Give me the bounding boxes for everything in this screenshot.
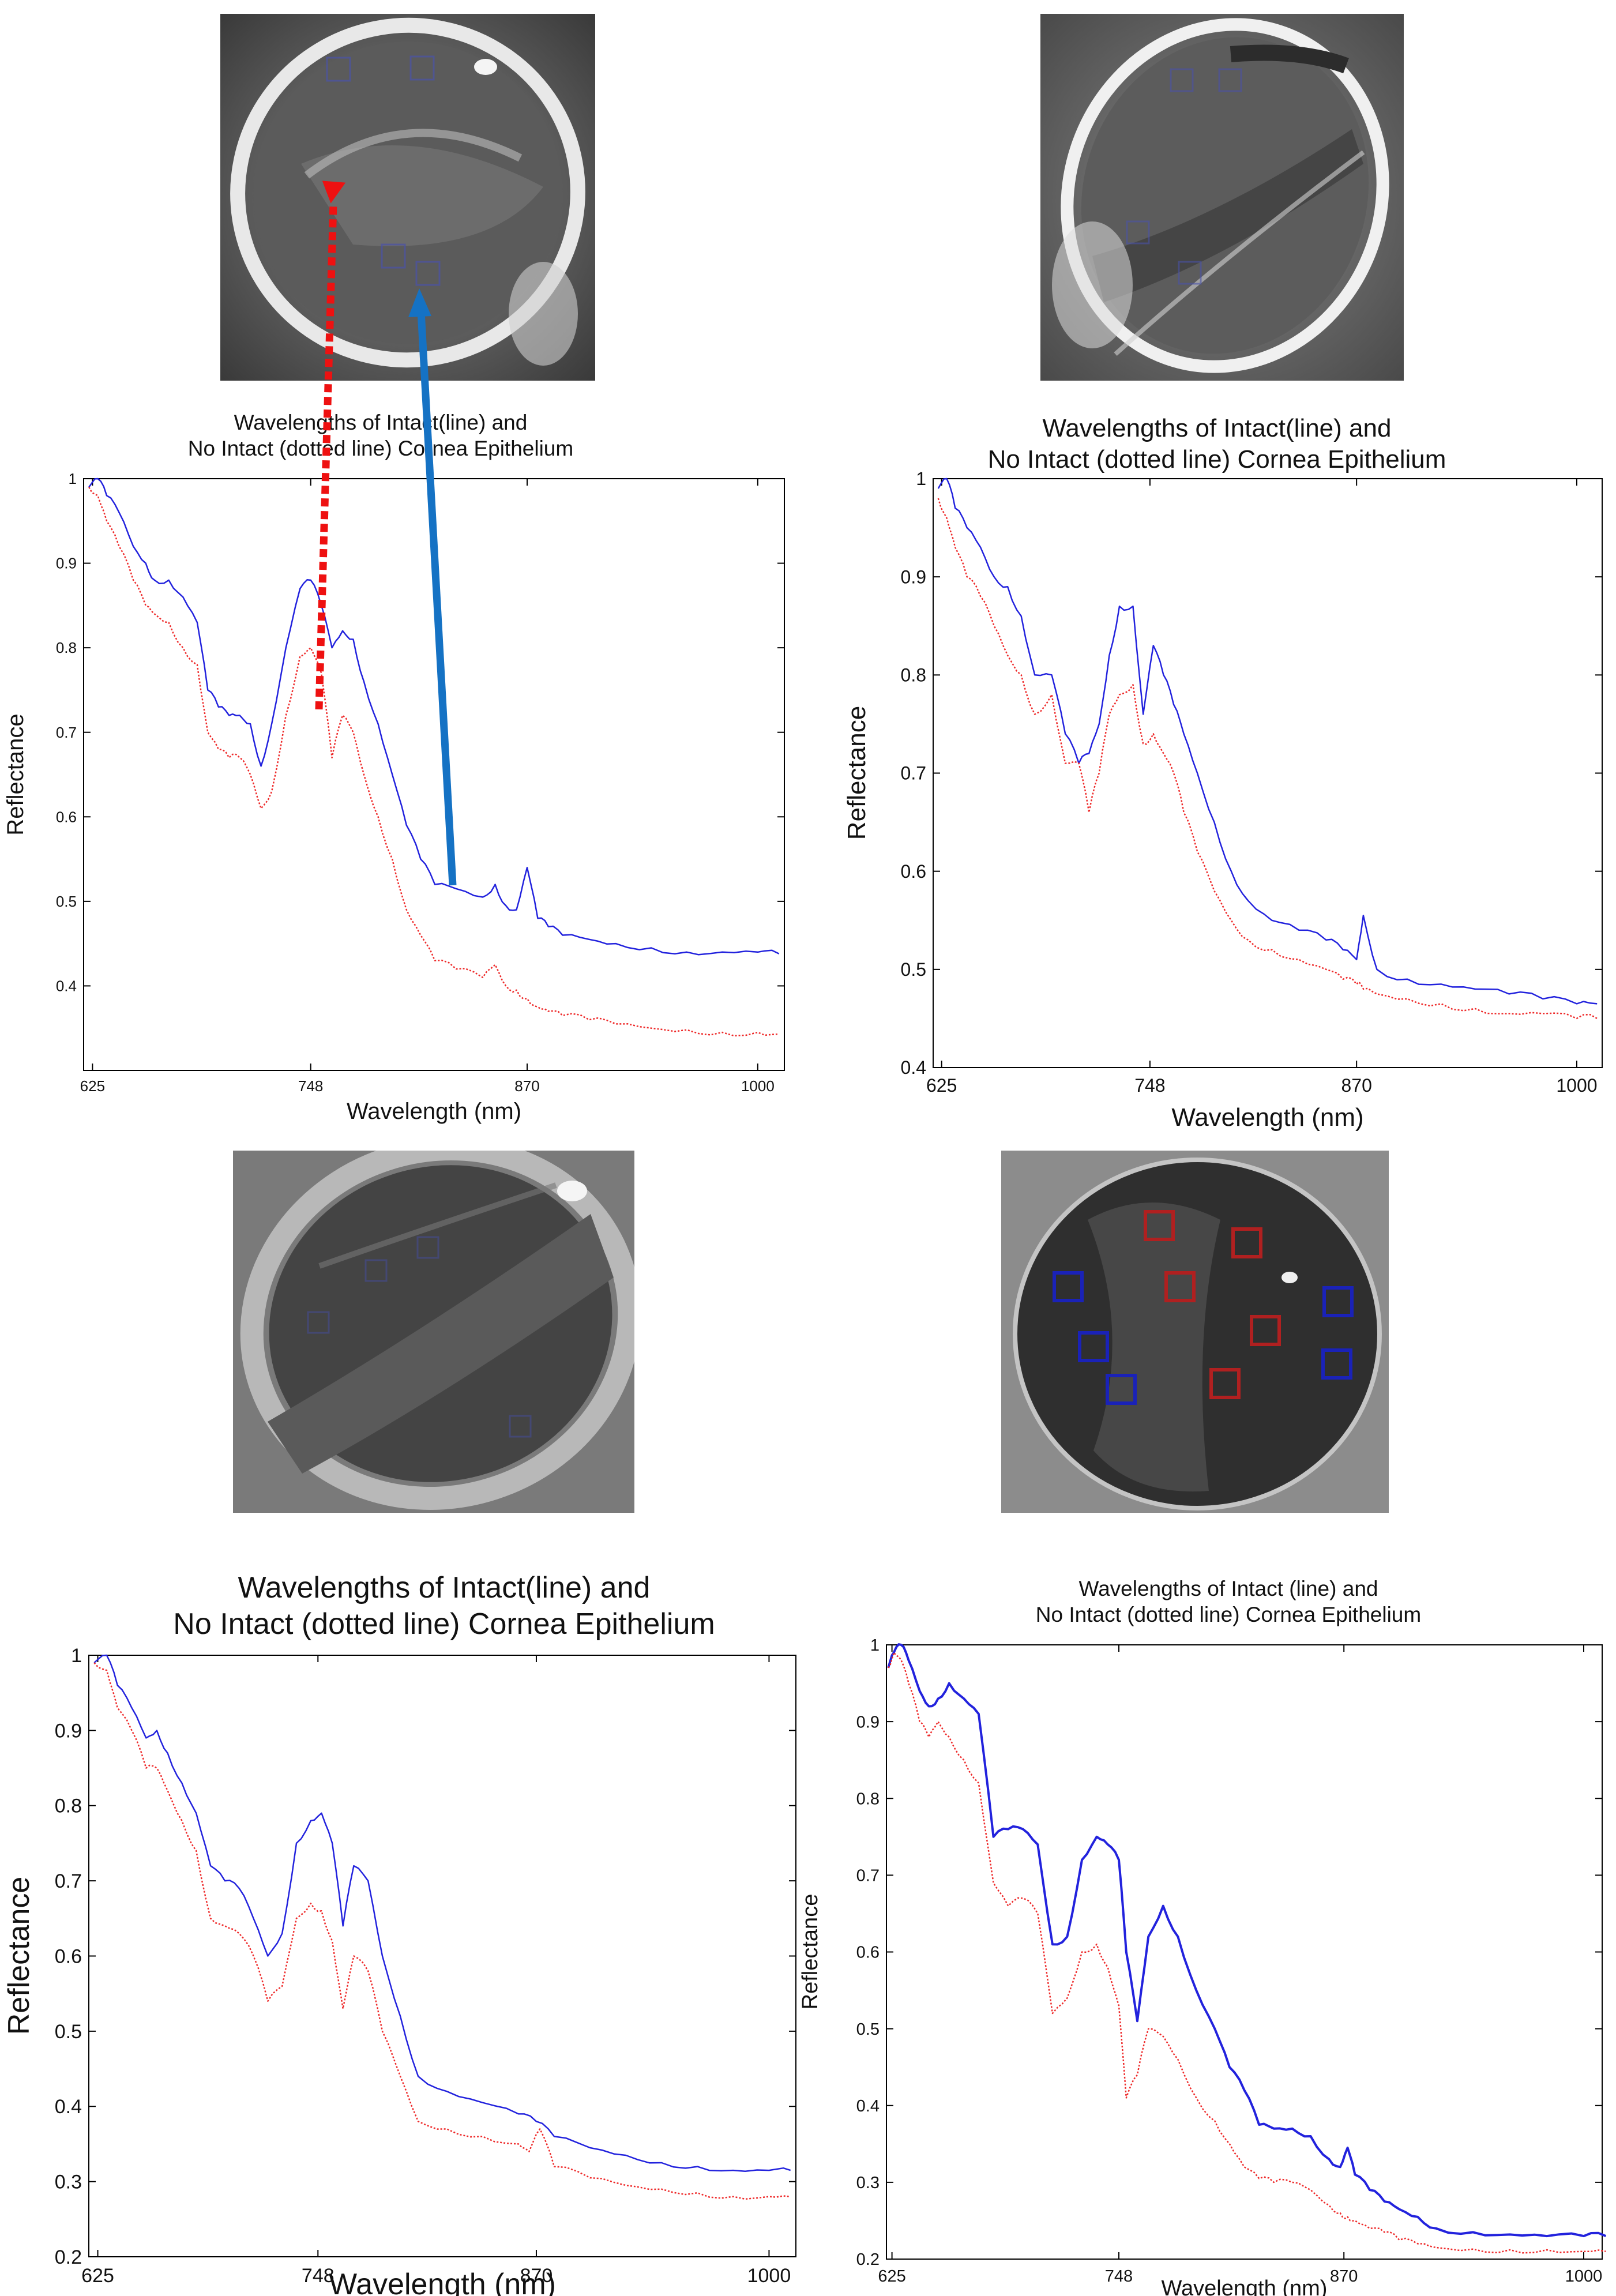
cornea-image-4	[1001, 1151, 1389, 1513]
series-line-intact	[93, 1654, 791, 2172]
y-tick-label: 0.9	[55, 1720, 82, 1742]
y-tick-label: 0.7	[856, 1867, 880, 1885]
x-tick-label: 1000	[741, 1077, 775, 1095]
cornea-image-3	[233, 1151, 634, 1513]
series-line-no-intact	[937, 498, 1598, 1020]
y-tick-label: 0.4	[56, 978, 77, 995]
y-tick-label: 0.3	[55, 2171, 82, 2193]
y-tick-label: 0.5	[55, 2021, 82, 2043]
x-tick-label: 748	[1105, 2267, 1133, 2286]
x-tick-label: 870	[514, 1077, 539, 1095]
cornea-image-2	[1040, 14, 1404, 381]
x-tick-label: 870	[520, 2265, 553, 2287]
y-axis-label: Reflectance	[2, 1877, 36, 2035]
y-tick-label: 1	[69, 470, 77, 487]
y-tick-label: 0.8	[901, 665, 926, 686]
y-tick-label: 1	[870, 1636, 880, 1655]
chart-title: Wavelengths of Intact (line) and No Inta…	[1035, 1577, 1422, 1627]
y-tick-label: 0.6	[56, 808, 77, 825]
y-tick-label: 0.9	[56, 555, 77, 572]
x-tick-label: 748	[302, 2265, 335, 2287]
y-tick-label: 0.9	[856, 1713, 880, 1731]
x-axis-label: Wavelength (nm)	[329, 2268, 556, 2296]
y-tick-label: 0.8	[56, 639, 77, 656]
series-line-no-intact	[88, 487, 779, 1037]
y-tick-label: 0.2	[856, 2250, 880, 2269]
y-tick-label: 1	[71, 1645, 82, 1667]
cornea-image-1	[220, 14, 595, 381]
y-tick-label: 0.7	[901, 763, 926, 784]
y-tick-label: 0.6	[55, 1945, 82, 1967]
chart-title: Wavelengths of Intact(line) and No Intac…	[987, 414, 1446, 474]
x-tick-label: 625	[926, 1075, 957, 1096]
y-tick-label: 0.4	[901, 1057, 926, 1078]
x-tick-label: 1000	[1556, 1075, 1597, 1096]
series-line-intact	[937, 478, 1598, 1005]
y-tick-label: 0.4	[55, 2096, 82, 2118]
y-tick-label: 0.5	[56, 893, 77, 910]
series-line-no-intact	[888, 1652, 1606, 2254]
x-axis-label: Wavelength (nm)	[1171, 1103, 1363, 1132]
y-tick-label: 1	[916, 468, 926, 489]
y-tick-label: 0.8	[856, 1790, 880, 1808]
x-tick-label: 1000	[1565, 2267, 1603, 2286]
y-tick-label: 0.7	[55, 1870, 82, 1892]
y-tick-label: 0.5	[856, 2020, 880, 2039]
blue-arrow	[417, 311, 457, 886]
x-tick-label: 625	[878, 2267, 905, 2286]
y-axis-label: Reflectance	[843, 706, 871, 840]
x-tick-label: 625	[80, 1077, 105, 1095]
y-tick-label: 0.9	[901, 566, 926, 587]
red-dotted-arrow	[315, 202, 337, 710]
y-tick-label: 0.7	[56, 724, 77, 741]
y-tick-label: 0.6	[856, 1944, 880, 1962]
x-axis-label: Wavelength (nm)	[347, 1099, 521, 1124]
series-line-intact	[887, 1643, 1607, 2238]
y-axis-label: Reflectance	[3, 713, 28, 835]
chart-title: Wavelengths of Intact(line) and No Intac…	[173, 1571, 715, 1641]
y-tick-label: 0.8	[55, 1795, 82, 1817]
x-tick-label: 625	[81, 2265, 114, 2287]
x-tick-label: 870	[1330, 2267, 1358, 2286]
y-tick-label: 0.5	[901, 959, 926, 980]
y-axis-label: Reflectance	[798, 1894, 822, 2010]
red-arrowhead-icon	[322, 181, 346, 204]
series-line-intact	[88, 478, 780, 956]
y-tick-label: 0.2	[55, 2246, 82, 2268]
x-tick-label: 870	[1341, 1075, 1371, 1096]
x-tick-label: 748	[298, 1077, 323, 1095]
chart-title: Wavelengths of Intact(line) and No Intac…	[187, 411, 574, 461]
y-tick-label: 0.4	[856, 2097, 880, 2115]
y-tick-label: 0.6	[901, 861, 926, 882]
blue-arrowhead-icon	[408, 288, 431, 317]
series-line-no-intact	[93, 1662, 791, 2200]
x-axis-label: Wavelength (nm)	[1162, 2276, 1328, 2296]
y-tick-label: 0.3	[856, 2174, 880, 2192]
x-tick-label: 748	[1134, 1075, 1165, 1096]
x-tick-label: 1000	[747, 2265, 791, 2287]
